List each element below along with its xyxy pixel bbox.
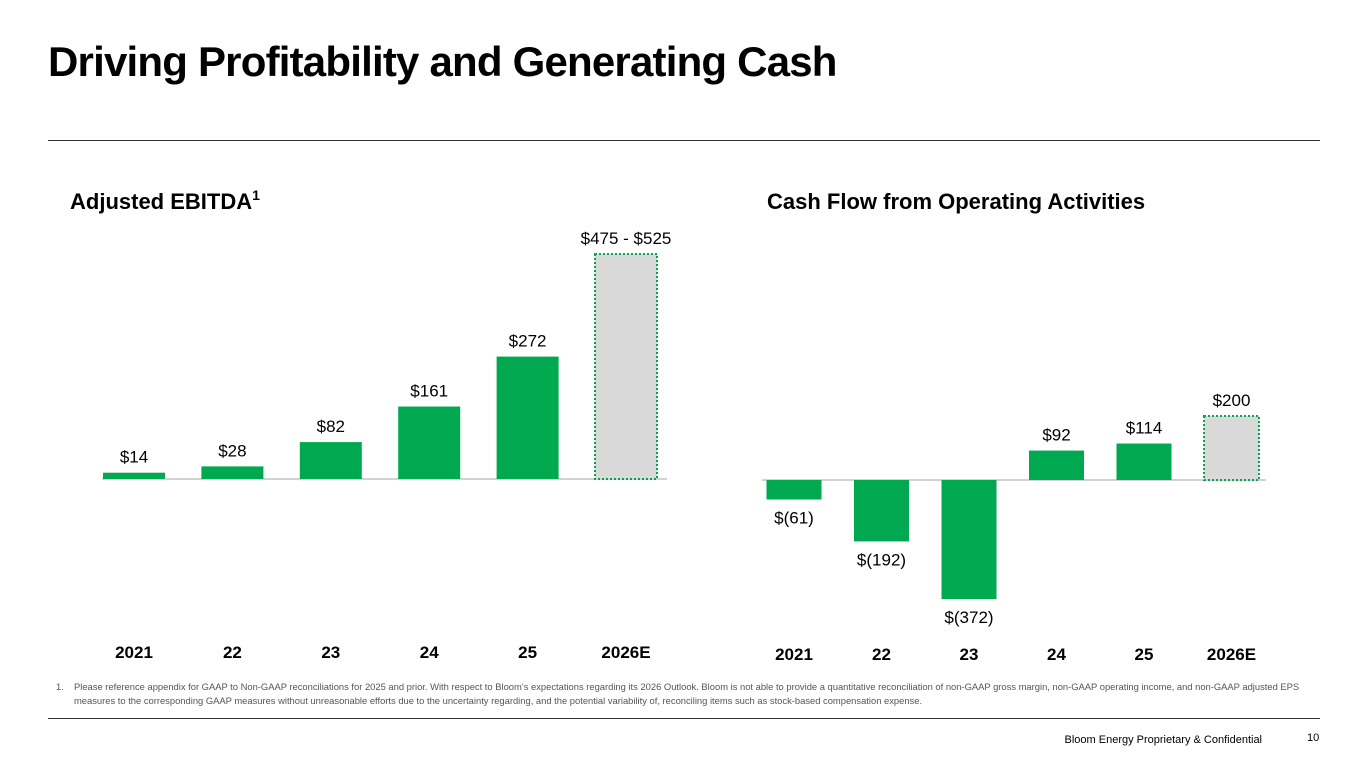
ebitda-data-label: $475 - $525 — [581, 229, 672, 248]
cashflow-bar — [1029, 450, 1084, 480]
cashflow-data-label: $114 — [1126, 419, 1163, 438]
cashflow-bar — [941, 480, 997, 599]
footnote-text: Please reference appendix for GAAP to No… — [74, 681, 1300, 706]
cashflow-data-label: $200 — [1213, 391, 1251, 410]
ebitda-data-label: $14 — [120, 448, 148, 467]
ebitda-category-label: 25 — [518, 643, 537, 662]
ebitda-bar — [201, 466, 264, 479]
ebitda-bar — [299, 442, 362, 479]
cashflow-bar — [1116, 443, 1172, 480]
cashflow-bar — [854, 480, 909, 542]
cashflow-category-label: 25 — [1135, 645, 1154, 664]
ebitda-footnote-marker: 1 — [252, 187, 260, 203]
ebitda-category-label: 24 — [420, 643, 439, 662]
ebitda-bar — [496, 356, 559, 479]
cashflow-chart-title: Cash Flow from Operating Activities — [767, 189, 1145, 215]
ebitda-data-label: $28 — [218, 441, 246, 460]
cashflow-title-text: Cash Flow from Operating Activities — [767, 189, 1146, 214]
footnote-number: 1. — [56, 681, 64, 692]
ebitda-category-label: 2021 — [115, 643, 153, 662]
cashflow-data-label: $92 — [1042, 426, 1070, 445]
ebitda-category-label: 23 — [321, 643, 340, 662]
cashflow-bar — [766, 480, 822, 500]
cashflow-bar-estimate — [1203, 415, 1260, 482]
ebitda-data-label: $82 — [317, 417, 345, 436]
ebitda-category-label: 22 — [223, 643, 242, 662]
footnote: 1. Please reference appendix for GAAP to… — [56, 680, 1318, 708]
page-number: 10 — [1307, 732, 1320, 744]
cashflow-category-label: 22 — [872, 645, 891, 664]
ebitda-bar-estimate — [594, 253, 658, 480]
cashflow-category-label: 2026E — [1207, 645, 1256, 664]
ebitda-chart-title: Adjusted EBITDA1 — [70, 187, 260, 215]
ebitda-data-label: $272 — [509, 332, 547, 351]
cashflow-category-label: 24 — [1047, 645, 1066, 664]
ebitda-title-text: Adjusted EBITDA — [70, 189, 253, 214]
cashflow-data-label: $(372) — [944, 608, 993, 627]
page-title: Driving Profitability and Generating Cas… — [48, 38, 837, 85]
ebitda-data-label: $161 — [410, 382, 448, 401]
cashflow-data-label: $(192) — [857, 550, 906, 569]
confidentiality-label: Bloom Energy Proprietary & Confidential — [1064, 734, 1262, 746]
ebitda-bar — [398, 406, 461, 479]
cashflow-category-label: 2021 — [775, 645, 813, 664]
title-divider — [48, 140, 1320, 141]
cashflow-category-label: 23 — [960, 645, 979, 664]
cashflow-data-label: $(61) — [774, 509, 814, 528]
ebitda-bar — [103, 472, 165, 479]
footer-divider — [48, 718, 1320, 719]
ebitda-category-label: 2026E — [601, 643, 650, 662]
